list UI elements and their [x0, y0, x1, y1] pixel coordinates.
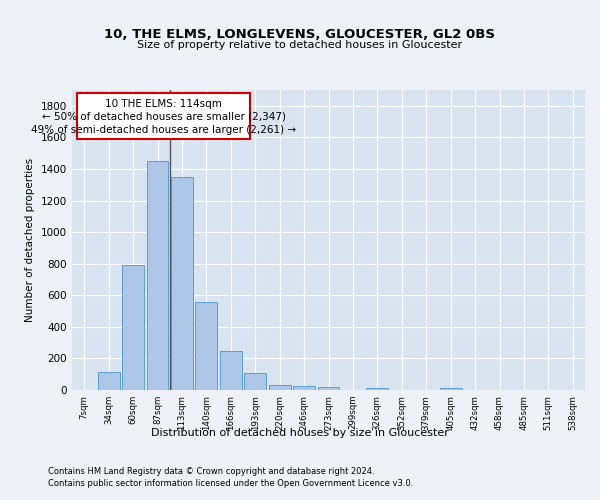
Bar — [293, 386, 315, 390]
Bar — [220, 350, 242, 390]
Text: Distribution of detached houses by size in Gloucester: Distribution of detached houses by size … — [151, 428, 449, 438]
Bar — [98, 372, 119, 390]
Bar — [244, 374, 266, 390]
Bar — [317, 387, 340, 390]
Bar — [171, 177, 193, 390]
Text: 49% of semi-detached houses are larger (2,261) →: 49% of semi-detached houses are larger (… — [31, 125, 296, 135]
Text: Contains HM Land Registry data © Crown copyright and database right 2024.: Contains HM Land Registry data © Crown c… — [48, 466, 374, 475]
Text: Size of property relative to detached houses in Gloucester: Size of property relative to detached ho… — [137, 40, 463, 50]
Bar — [367, 388, 388, 390]
Y-axis label: Number of detached properties: Number of detached properties — [25, 158, 35, 322]
Bar — [196, 302, 217, 390]
Text: ← 50% of detached houses are smaller (2,347): ← 50% of detached houses are smaller (2,… — [41, 112, 286, 122]
Bar — [440, 388, 461, 390]
Text: 10 THE ELMS: 114sqm: 10 THE ELMS: 114sqm — [105, 98, 222, 108]
Text: 10, THE ELMS, LONGLEVENS, GLOUCESTER, GL2 0BS: 10, THE ELMS, LONGLEVENS, GLOUCESTER, GL… — [104, 28, 496, 40]
Bar — [269, 386, 290, 390]
Text: Contains public sector information licensed under the Open Government Licence v3: Contains public sector information licen… — [48, 480, 413, 488]
FancyBboxPatch shape — [77, 93, 250, 139]
Bar — [122, 266, 144, 390]
Bar — [146, 161, 169, 390]
